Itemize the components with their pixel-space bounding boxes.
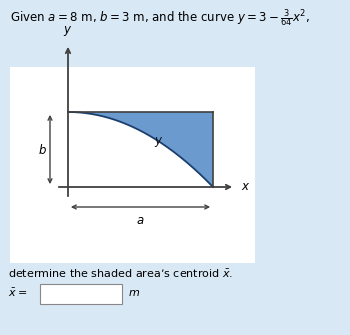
Text: $m$: $m$ [128, 288, 140, 298]
Text: $x$: $x$ [241, 181, 250, 194]
Bar [40, 284, 122, 304]
Text: $b$: $b$ [37, 142, 47, 156]
Text: Given $a = 8$ m, $b = 3$ m, and the curve $y = 3 - \frac{3}{64}x^2$,: Given $a = 8$ m, $b = 3$ m, and the curv… [10, 7, 310, 29]
Text: $\bar{x} =$: $\bar{x} =$ [8, 287, 27, 299]
Polygon shape [68, 112, 213, 187]
Text: $y$: $y$ [63, 24, 73, 38]
Text: $y$: $y$ [154, 135, 163, 149]
Bar [10, 67, 255, 263]
Text: $a$: $a$ [136, 214, 145, 227]
Text: determine the shaded area’s centroid $\bar{x}$.: determine the shaded area’s centroid $\b… [8, 268, 233, 280]
